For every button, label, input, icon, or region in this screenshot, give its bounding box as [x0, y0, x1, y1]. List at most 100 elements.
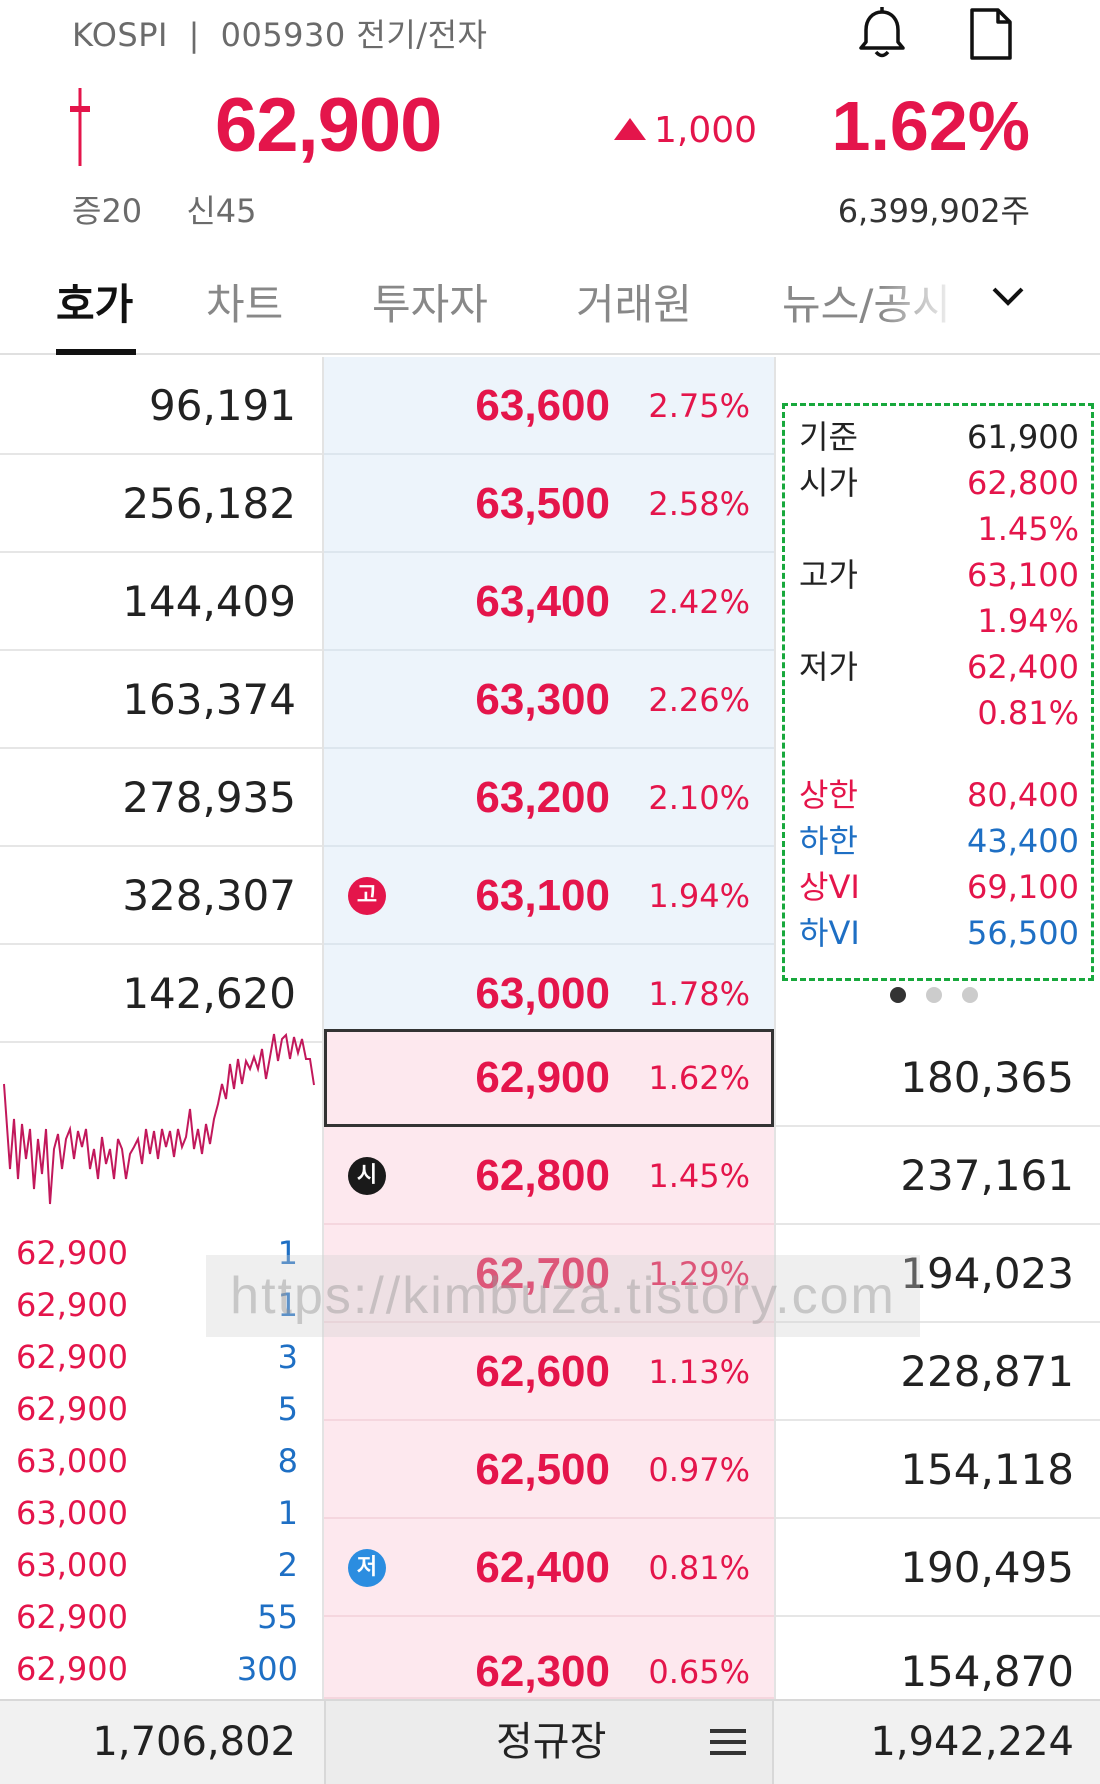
trade-price: 63,000 — [16, 1546, 128, 1584]
trade-price: 63,000 — [16, 1494, 128, 1532]
ask-price-cell[interactable]: 고 63,100 1.94% — [324, 847, 774, 945]
info-value: 62,400 — [967, 648, 1079, 686]
trade-price: 63,000 — [16, 1442, 128, 1480]
info-value: 63,100 — [967, 556, 1079, 594]
ask-quantity: 278,935 — [0, 749, 322, 847]
ask-price: 63,600 — [475, 381, 610, 430]
ask-price-cell[interactable]: 63,000 1.78% — [324, 945, 774, 1043]
bid-price-cell[interactable]: 62,900 1.62% — [324, 1029, 774, 1127]
bid-quantity: 190,495 — [776, 1519, 1100, 1617]
trade-price: 62,900 — [16, 1338, 128, 1376]
ask-quantity: 163,374 — [0, 651, 322, 749]
low-marker-badge: 저 — [348, 1549, 386, 1587]
info-label: 고가 — [799, 556, 858, 594]
info-label: 상VI — [799, 868, 860, 906]
bid-rate: 1.29% — [648, 1255, 750, 1293]
bid-price-cell[interactable]: 62,300 0.65% — [324, 1617, 774, 1699]
ask-rate: 1.78% — [648, 975, 750, 1013]
info-label: 저가 — [799, 648, 858, 686]
info-low-rate: 0.81% — [795, 690, 1081, 736]
bid-price: 62,500 — [475, 1445, 610, 1494]
trade-price: 62,900 — [16, 1234, 128, 1272]
ask-price-cell[interactable]: 63,400 2.42% — [324, 553, 774, 651]
bid-rate: 1.13% — [648, 1353, 750, 1391]
bid-price-cell[interactable]: 저 62,400 0.81% — [324, 1519, 774, 1617]
trade-row: 63,000 1 — [0, 1487, 322, 1539]
ask-price: 63,300 — [475, 675, 610, 724]
info-open: 시가 62,800 — [795, 460, 1081, 506]
margin-rate-tag: 증20 — [72, 192, 143, 230]
trade-row: 63,000 8 — [0, 1435, 322, 1487]
orderbook: 96,191 63,600 2.75% 256,182 63,500 2.58%… — [0, 357, 1100, 1699]
bid-quantity: 180,365 — [776, 1029, 1100, 1127]
info-lower-limit: 하한 43,400 — [795, 818, 1081, 864]
page-indicator[interactable] — [890, 987, 998, 1007]
column-divider — [774, 357, 776, 1699]
ask-price-cell[interactable]: 63,600 2.75% — [324, 357, 774, 455]
trade-price: 62,900 — [16, 1286, 128, 1324]
ask-rate: 2.58% — [648, 485, 750, 523]
session-selector[interactable]: 정규장 — [324, 1701, 774, 1784]
total-bid-quantity: 1,942,224 — [870, 1719, 1074, 1765]
price-change-value: 1,000 — [654, 110, 758, 151]
bid-price: 62,600 — [475, 1347, 610, 1396]
document-icon[interactable] — [960, 4, 1020, 64]
menu-icon[interactable] — [710, 1727, 746, 1757]
bid-price-cell[interactable]: 62,500 0.97% — [324, 1421, 774, 1519]
trade-row: 62,900 55 — [0, 1591, 322, 1643]
trade-qty: 5 — [277, 1390, 298, 1428]
ask-price-cell[interactable]: 63,500 2.58% — [324, 455, 774, 553]
bid-quantity: 194,023 — [776, 1225, 1100, 1323]
ask-quantity: 328,307 — [0, 847, 322, 945]
candle-icon — [68, 88, 92, 166]
ask-price: 63,200 — [475, 773, 610, 822]
tab-investor[interactable]: 투자자 — [372, 280, 488, 329]
info-rate: 1.45% — [977, 510, 1079, 548]
info-lower-vi: 하VI 56,500 — [795, 910, 1081, 956]
tab-chart[interactable]: 차트 — [206, 280, 284, 329]
ask-quantity: 144,409 — [0, 553, 322, 651]
bid-price: 62,700 — [475, 1249, 610, 1298]
trade-price: 62,900 — [16, 1598, 128, 1636]
bid-price: 62,800 — [475, 1151, 610, 1200]
trade-row: 62,900 5 — [0, 1383, 322, 1435]
ask-price-cell[interactable]: 63,300 2.26% — [324, 651, 774, 749]
trade-price: 62,900 — [16, 1650, 128, 1688]
page-dot[interactable] — [926, 987, 942, 1003]
ask-price: 63,400 — [475, 577, 610, 626]
recent-trades: 62,900 1 62,900 1 62,900 3 62,900 5 63,000 8 … — [0, 1227, 322, 1695]
tab-broker[interactable]: 거래원 — [576, 280, 692, 329]
info-label: 기준 — [799, 418, 858, 456]
page-dot[interactable] — [962, 987, 978, 1003]
tab-orderbook[interactable]: 호가 — [56, 280, 134, 329]
bid-price: 62,300 — [475, 1647, 610, 1696]
ask-price: 63,500 — [475, 479, 610, 528]
ask-rate: 1.94% — [648, 877, 750, 915]
trade-row: 62,900 300 — [0, 1643, 322, 1695]
current-price: 62,900 — [215, 83, 442, 168]
bid-price-cell[interactable]: 62,700 1.29% — [324, 1225, 774, 1323]
bid-price-cell[interactable]: 시 62,800 1.45% — [324, 1127, 774, 1225]
info-high: 고가 63,100 — [795, 552, 1081, 598]
bid-rate: 1.45% — [648, 1157, 750, 1195]
market-label: KOSPI — [72, 16, 168, 54]
bid-quantity: 154,118 — [776, 1421, 1100, 1519]
bell-icon[interactable] — [852, 4, 912, 64]
chevron-down-icon[interactable] — [986, 275, 1030, 319]
up-triangle-icon — [614, 118, 646, 140]
trade-qty: 2 — [277, 1546, 298, 1584]
intraday-sparkline — [0, 1029, 322, 1219]
bid-price: 62,900 — [475, 1053, 610, 1102]
orderbook-footer: 1,706,802 정규장 1,942,224 — [0, 1699, 1100, 1784]
trade-row: 62,900 1 — [0, 1227, 322, 1279]
bid-price-cell[interactable]: 62,600 1.13% — [324, 1323, 774, 1421]
ask-price-cell[interactable]: 63,200 2.10% — [324, 749, 774, 847]
info-spacer — [795, 736, 1081, 772]
info-upper-vi: 상VI 69,100 — [795, 864, 1081, 910]
price-change: 1,000 — [614, 110, 757, 151]
page-dot[interactable] — [890, 987, 906, 1003]
stock-header: KOSPI | 005930 전기/전자 62,900 1,000 1.62% … — [0, 0, 1100, 245]
trade-qty: 1 — [277, 1234, 298, 1272]
info-value: 62,800 — [967, 464, 1079, 502]
trade-qty: 300 — [236, 1650, 298, 1688]
